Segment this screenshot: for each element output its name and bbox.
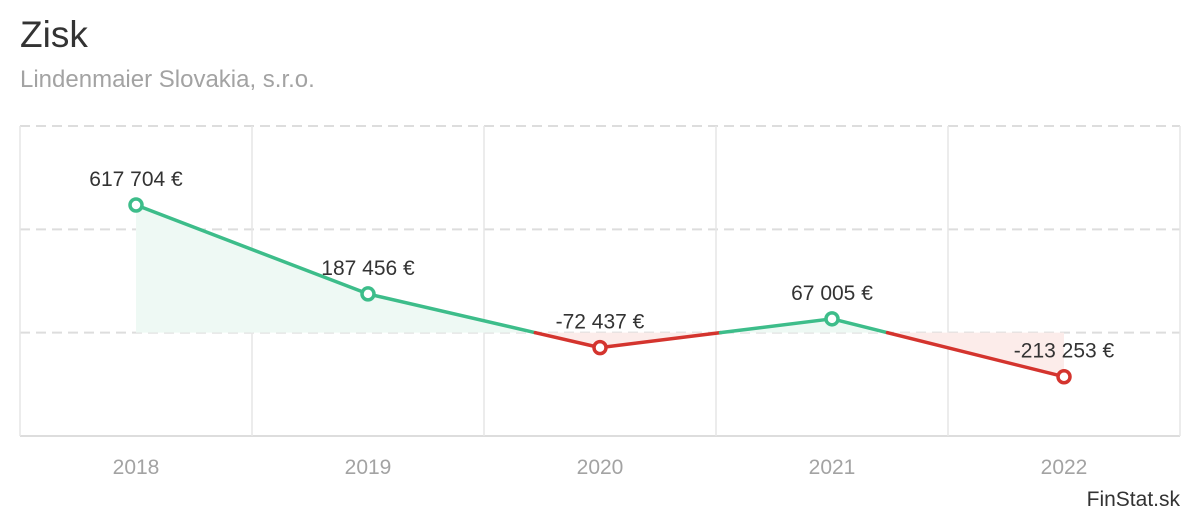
x-tick-label: 2020 — [577, 456, 624, 479]
area-positive — [136, 205, 368, 333]
line-segment-negative — [885, 330, 1066, 379]
source-credit[interactable]: FinStat.sk — [1086, 488, 1180, 511]
series-line — [134, 203, 1066, 379]
data-point — [592, 339, 608, 356]
line-segment-positive — [134, 203, 370, 296]
data-point — [824, 311, 840, 327]
data-label: 187 456 € — [321, 257, 415, 280]
data-points — [128, 197, 1072, 385]
data-point — [1056, 368, 1072, 385]
x-tick-label: 2022 — [1041, 456, 1088, 479]
chart-subtitle: Lindenmaier Slovakia, s.r.o. — [20, 66, 315, 93]
line-segment-negative — [598, 330, 723, 350]
data-label: -213 253 € — [1014, 340, 1115, 363]
chart-title: Zisk — [20, 14, 88, 55]
line-segment-positive — [366, 292, 538, 335]
data-label: -72 437 € — [556, 311, 645, 334]
line-segment-positive — [718, 317, 834, 335]
line-segment-positive — [830, 317, 890, 335]
data-label: 617 704 € — [89, 168, 183, 191]
data-point — [360, 286, 376, 302]
x-axis-ticks: 2018 2019 2020 2021 2022 — [113, 456, 1088, 479]
x-tick-label: 2019 — [345, 456, 392, 479]
data-point — [128, 197, 144, 213]
data-labels: 617 704 € 187 456 € -72 437 € 67 005 € -213 … — [89, 168, 1114, 363]
x-tick-label: 2018 — [113, 456, 160, 479]
data-label: 67 005 € — [791, 282, 873, 305]
x-tick-label: 2021 — [809, 456, 856, 479]
line-segment-negative — [533, 330, 602, 350]
